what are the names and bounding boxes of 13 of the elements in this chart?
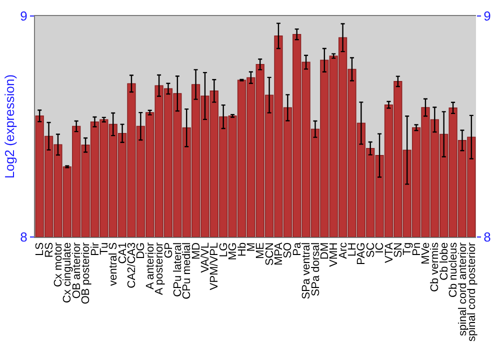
x-tick-label: IC bbox=[374, 242, 386, 254]
x-tick-label: Cb lobe bbox=[438, 242, 450, 280]
x-tick-label: SN bbox=[392, 242, 404, 258]
x-tick-label: SCN bbox=[264, 242, 276, 266]
y2-tick-label: 9 bbox=[484, 8, 491, 24]
x-tick-label: LG bbox=[218, 242, 230, 258]
x-tick-label: OB anterior bbox=[70, 242, 83, 299]
x-tick-label: SC bbox=[364, 242, 377, 258]
y-axis-title: Log2 (expression) bbox=[2, 74, 18, 179]
x-tick-label: RS bbox=[43, 242, 56, 258]
y2-tick-label: 8 bbox=[484, 230, 491, 245]
x-tick-label: CPu medial bbox=[181, 242, 194, 300]
x-tick-label: Tg bbox=[402, 242, 414, 256]
